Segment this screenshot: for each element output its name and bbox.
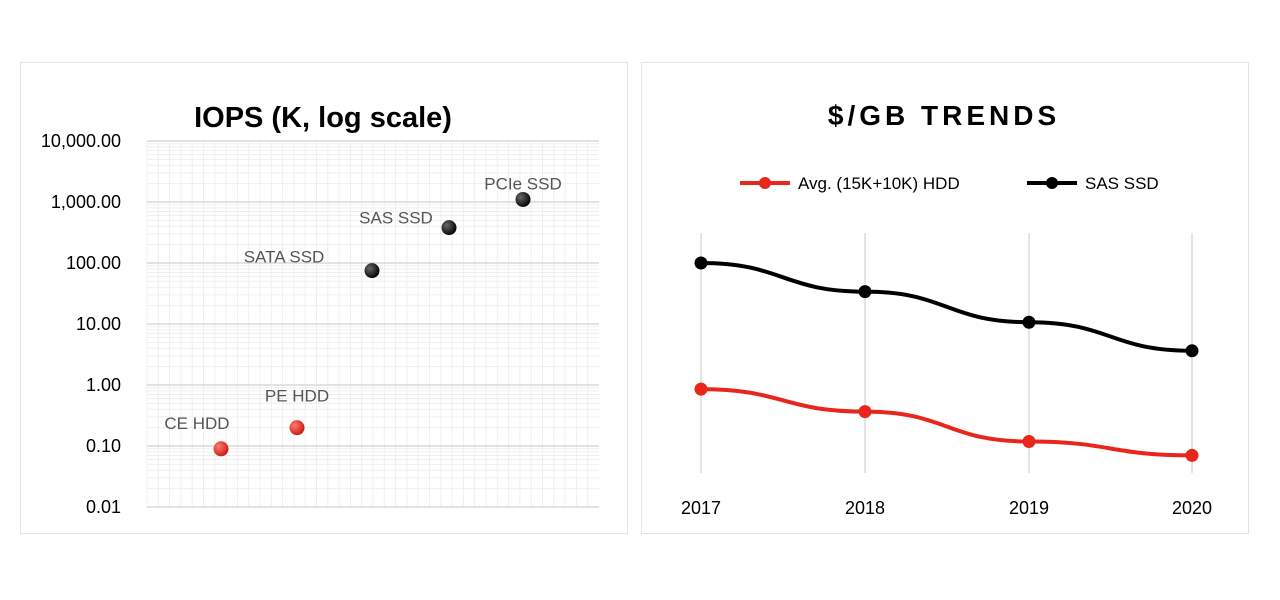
legend-label-ssd: SAS SSD — [1085, 174, 1159, 193]
x-tick-label: 2018 — [845, 498, 885, 518]
x-tick-label: 2017 — [681, 498, 721, 518]
data-point-ce-hdd — [213, 441, 229, 457]
data-point-pe-hdd — [289, 420, 305, 436]
x-tick-label: 2020 — [1172, 498, 1212, 518]
series-marker-1 — [1022, 315, 1036, 329]
iops-chart-panel: IOPS (K, log scale) 10,000.00 1,000.00 100… — [20, 62, 628, 534]
legend: Avg. (15K+10K) HDD SAS SSD — [740, 174, 1159, 193]
y-tick-label: 0.10 — [86, 436, 121, 456]
iops-points: CE HDD PE HDD SATA SSD SAS SSD PCIe SSD — [164, 174, 562, 457]
series-marker-0 — [1022, 435, 1036, 449]
data-label: SAS SSD — [359, 209, 433, 228]
legend-marker-ssd — [1046, 177, 1058, 189]
series-marker-0 — [858, 405, 872, 419]
y-tick-label: 100.00 — [66, 253, 121, 273]
y-tick-label: 0.01 — [86, 497, 121, 517]
cost-x-ticks: 2017 2018 2019 2020 — [681, 498, 1212, 518]
series-marker-0 — [694, 382, 708, 396]
series-marker-1 — [858, 285, 872, 299]
series-marker-1 — [1185, 344, 1199, 358]
legend-marker-hdd — [759, 177, 771, 189]
iops-chart-title: IOPS (K, log scale) — [194, 102, 452, 134]
x-tick-label: 2019 — [1009, 498, 1049, 518]
y-tick-label: 1.00 — [86, 375, 121, 395]
data-point-pcie-ssd — [515, 191, 531, 207]
series-marker-1 — [694, 256, 708, 270]
legend-item-hdd: Avg. (15K+10K) HDD — [740, 174, 960, 193]
iops-grid — [146, 140, 599, 508]
legend-label-hdd: Avg. (15K+10K) HDD — [798, 174, 960, 193]
data-label: CE HDD — [164, 414, 229, 433]
y-tick-label: 1,000.00 — [51, 192, 121, 212]
data-point-sas-ssd — [441, 220, 457, 236]
data-point-sata-ssd — [364, 263, 380, 279]
legend-item-ssd: SAS SSD — [1027, 174, 1159, 193]
cost-trend-panel: $/GB TRENDS Avg. (15K+10K) HDD SAS SSD 2… — [641, 62, 1249, 534]
series-line-0 — [700, 387, 1193, 458]
cost-trend-chart: $/GB TRENDS Avg. (15K+10K) HDD SAS SSD 2… — [681, 100, 1212, 518]
y-tick-label: 10,000.00 — [41, 131, 121, 151]
data-label: PCIe SSD — [484, 174, 561, 193]
cost-chart-title: $/GB TRENDS — [828, 100, 1060, 131]
iops-y-ticks: 10,000.00 1,000.00 100.00 10.00 1.00 0.10 0.01 — [41, 131, 121, 517]
series-marker-0 — [1185, 448, 1199, 462]
iops-chart: IOPS (K, log scale) 10,000.00 1,000.00 100… — [41, 102, 599, 517]
data-label: SATA SSD — [244, 248, 325, 267]
y-tick-label: 10.00 — [76, 314, 121, 334]
cost-series — [694, 256, 1199, 462]
data-label: PE HDD — [265, 387, 329, 406]
series-line-1 — [700, 261, 1193, 353]
cost-grid — [700, 233, 1193, 473]
